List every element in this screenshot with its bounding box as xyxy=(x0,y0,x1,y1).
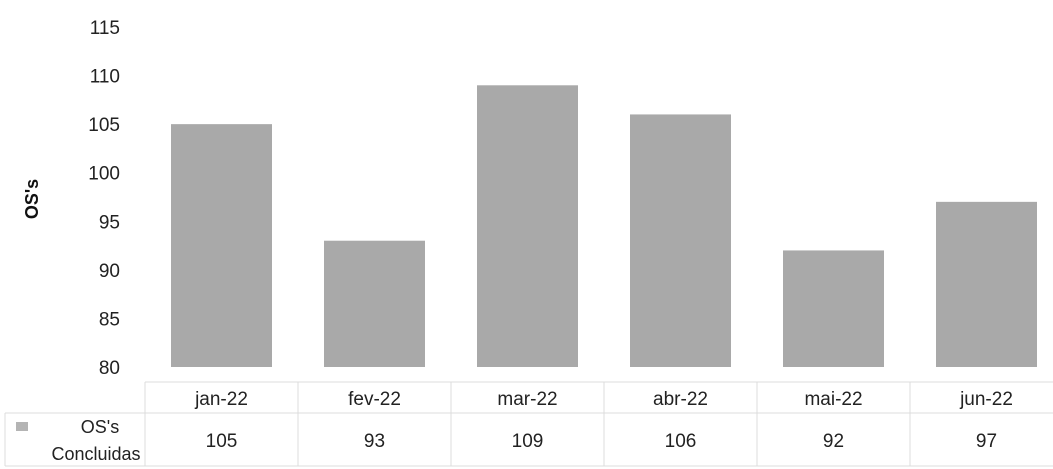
category-label: mai-22 xyxy=(804,389,862,410)
data-table: jan-22 fev-22 mar-22 abr-22 mai-22 jun-22 105 9… xyxy=(4,381,1053,467)
y-tick-label: 115 xyxy=(90,18,120,39)
y-axis-label: OS's xyxy=(22,179,42,219)
bar xyxy=(324,240,425,367)
bar xyxy=(783,250,884,367)
data-label: 106 xyxy=(665,431,697,452)
bar xyxy=(936,201,1037,367)
legend-label: Concluidas xyxy=(51,444,140,464)
data-label: 105 xyxy=(206,431,238,452)
category-label: jan-22 xyxy=(194,389,248,410)
data-label: 93 xyxy=(364,431,385,452)
bar xyxy=(171,124,272,368)
y-axis: 80 85 90 95 100 105 110 115 xyxy=(88,18,120,379)
legend-marker xyxy=(16,422,28,431)
legend-label: OS's xyxy=(81,417,119,437)
data-label: 109 xyxy=(512,431,544,452)
y-tick-label: 85 xyxy=(99,309,120,330)
bars xyxy=(171,85,1037,368)
y-tick-label: 95 xyxy=(99,212,120,233)
bar xyxy=(477,85,578,368)
category-label: jun-22 xyxy=(959,389,1013,410)
data-label: 92 xyxy=(823,431,844,452)
category-label: abr-22 xyxy=(653,389,708,410)
data-label: 97 xyxy=(976,431,997,452)
y-tick-label: 80 xyxy=(99,358,120,379)
y-tick-label: 105 xyxy=(88,115,120,136)
y-tick-label: 90 xyxy=(99,261,120,282)
y-tick-label: 100 xyxy=(88,164,120,185)
y-tick-label: 110 xyxy=(90,67,120,88)
category-label: fev-22 xyxy=(348,389,401,410)
bar xyxy=(630,114,731,367)
category-label: mar-22 xyxy=(497,389,557,410)
